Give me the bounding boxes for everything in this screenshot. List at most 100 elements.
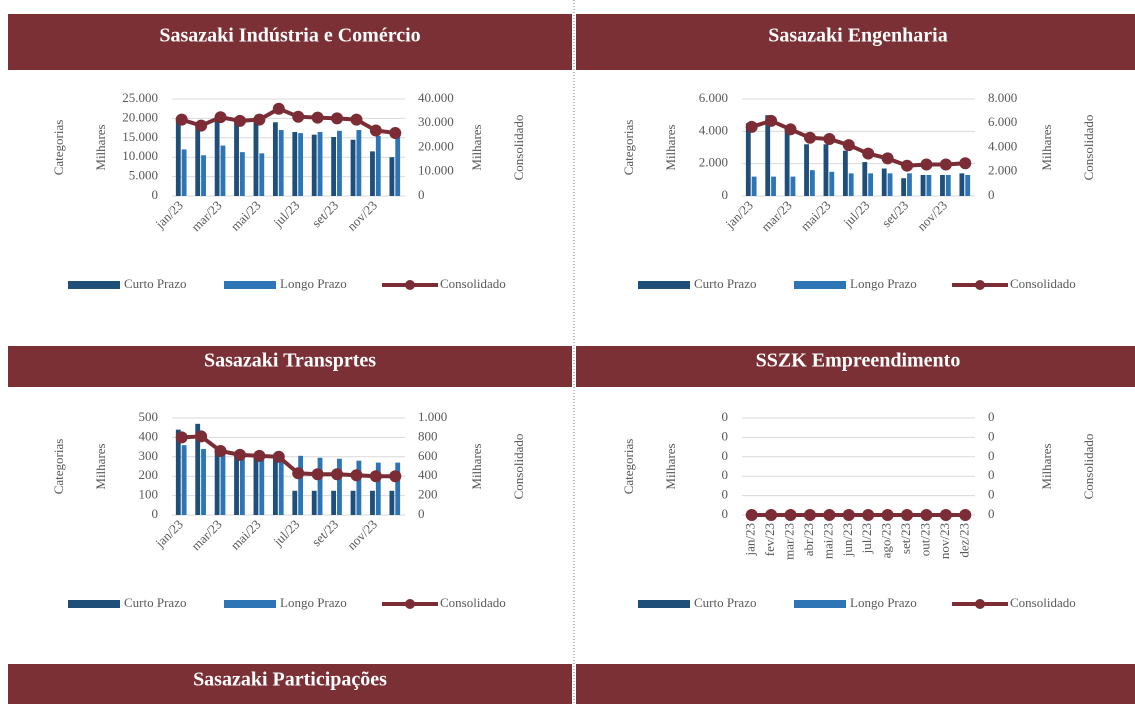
x-tick-label: jul/23 — [270, 198, 303, 231]
tick-label: 400 — [139, 428, 159, 443]
line-point — [842, 139, 855, 152]
line-point — [195, 430, 208, 443]
bar — [214, 450, 220, 515]
bar — [278, 130, 284, 196]
line-point — [369, 124, 382, 137]
tick-label: 0 — [418, 187, 425, 202]
header-bar — [8, 14, 572, 70]
line-point — [939, 158, 952, 171]
bar — [862, 162, 868, 196]
bar — [745, 123, 751, 196]
legend-swatch — [975, 280, 985, 290]
bar — [234, 454, 239, 515]
tick-label: 800 — [418, 428, 438, 443]
bar — [214, 120, 220, 196]
bar — [331, 137, 337, 196]
tick-label: 0 — [988, 187, 995, 202]
bar — [370, 151, 375, 196]
panel-title: Sasazaki Transprtes — [204, 350, 376, 372]
legend-label: Curto Prazo — [124, 276, 186, 291]
x-tick-label: nov/23 — [937, 523, 952, 559]
line-point — [881, 152, 894, 165]
bar — [220, 450, 226, 515]
panel-title: SSZK Empreendimento — [756, 350, 961, 372]
x-tick-label: set/23 — [879, 198, 912, 231]
bar — [298, 133, 304, 196]
bar — [292, 490, 298, 515]
x-tick-label: jan/23 — [152, 198, 186, 232]
bar — [771, 176, 776, 196]
legend-label: Consolidado — [1010, 276, 1076, 291]
legend-swatch — [405, 280, 415, 290]
header-bar — [576, 14, 1135, 70]
bar — [317, 457, 323, 515]
legend-label: Longo Prazo — [280, 595, 347, 610]
legend-swatch — [68, 281, 120, 289]
line-point — [331, 468, 344, 481]
tick-label: 25.000 — [122, 90, 158, 105]
tick-label: 200 — [418, 487, 438, 502]
tick-label: 8.000 — [988, 90, 1017, 105]
tick-label: 2.000 — [988, 163, 1017, 178]
line-point — [214, 111, 227, 124]
line-point — [920, 158, 933, 171]
bar — [375, 462, 381, 515]
bar — [239, 454, 245, 515]
bar — [331, 490, 337, 515]
bar — [181, 445, 187, 515]
x-tick-label: jun/23 — [840, 523, 855, 557]
tick-label: 300 — [139, 448, 159, 463]
tick-label: 6.000 — [988, 114, 1017, 129]
line-point — [823, 133, 836, 146]
tick-label: 0 — [722, 409, 729, 424]
tick-label: 0 — [722, 467, 729, 482]
y2-axis-title: Consolidado — [511, 434, 526, 500]
tick-label: 1.000 — [418, 409, 447, 424]
x-axis-title: Categorias — [51, 439, 66, 495]
line — [751, 118, 966, 168]
tick-label: 0 — [722, 187, 729, 202]
bar — [175, 429, 181, 515]
bar — [920, 174, 926, 196]
x-tick-label: abr/23 — [801, 523, 816, 556]
x-tick-label: fev/23 — [762, 523, 777, 556]
bar — [311, 134, 317, 196]
line-point — [881, 509, 894, 521]
line-point — [862, 147, 875, 160]
x-axis-title: Categorias — [621, 439, 636, 495]
bar — [311, 490, 317, 515]
bar — [272, 456, 278, 515]
bar — [959, 173, 965, 196]
panel-title: Sasazaki Indústria e Comércio — [159, 25, 420, 47]
bar — [926, 174, 932, 196]
y-axis-title: Milhares — [93, 124, 108, 170]
bar — [887, 173, 893, 196]
bar — [356, 460, 362, 515]
line-point — [233, 114, 246, 127]
bar — [868, 173, 874, 196]
legend-swatch — [638, 600, 690, 608]
line — [181, 106, 396, 135]
bar — [350, 490, 356, 515]
y-axis-title: Milhares — [93, 443, 108, 489]
bar — [823, 144, 829, 196]
header-bar — [8, 664, 572, 704]
line-point — [745, 509, 758, 521]
bar — [175, 120, 181, 196]
bar — [370, 490, 375, 515]
line-point — [331, 112, 344, 125]
tick-label: 20.000 — [418, 138, 454, 153]
legend-swatch — [224, 281, 276, 289]
bar — [901, 178, 907, 196]
x-tick-label: jul/23 — [840, 198, 873, 231]
tick-label: 0 — [988, 506, 995, 521]
bar — [765, 115, 771, 196]
bar — [907, 173, 912, 196]
legend-label: Consolidado — [1010, 595, 1076, 610]
x-tick-label: mar/23 — [782, 523, 797, 560]
tick-label: 0 — [988, 487, 995, 502]
line-point — [803, 509, 816, 521]
bar — [239, 152, 245, 196]
tick-label: 0 — [988, 448, 995, 463]
line-point — [311, 111, 324, 124]
